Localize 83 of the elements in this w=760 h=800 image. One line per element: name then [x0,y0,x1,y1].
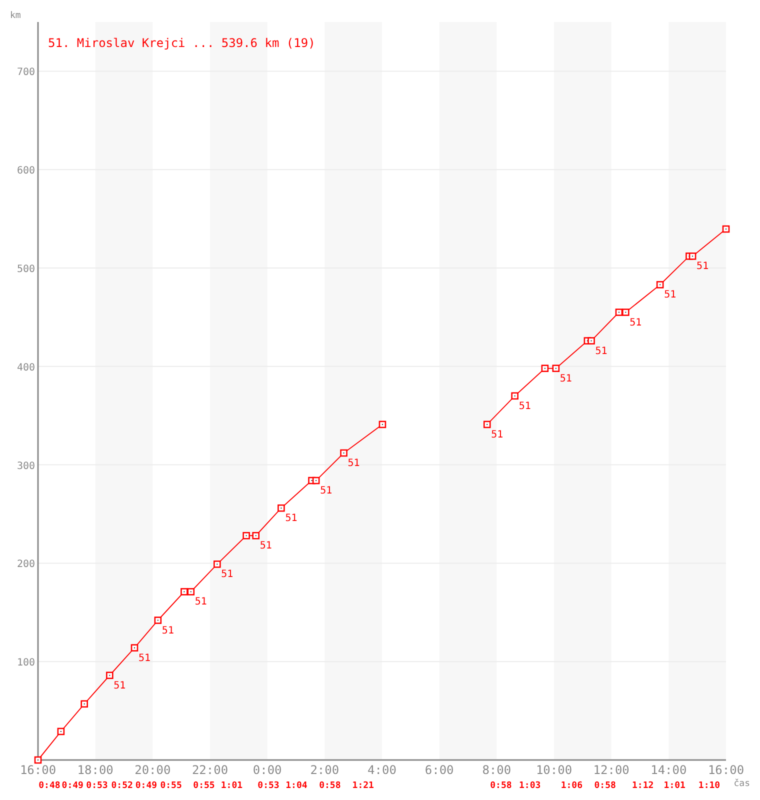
text: 0:53 [86,781,108,791]
x-tick-label: 0:00 [252,763,282,777]
x-tick-label: 18:00 [77,763,114,777]
y-tick-label: 600 [16,166,35,177]
x-tick-label: 8:00 [482,763,512,777]
text: 0:53 [258,781,280,791]
y-tick-label: 300 [16,460,35,472]
annotation: 51 [138,652,151,664]
point [312,476,320,484]
text: 1:03 [519,781,541,791]
text: 1:21 [352,781,374,791]
text: 51. Miroslav Krejci ... 539.6 km (19) [48,36,316,50]
annotation: 51 [518,400,531,412]
y-tick-label: 700 [16,67,35,78]
annotation: 51 [664,290,676,301]
point [57,728,65,736]
y-tick-label: 500 [16,264,35,275]
annotation: 51 [260,540,272,552]
annotation: 51 [320,486,332,497]
annotation: 51 [560,373,572,384]
text: 1:10 [698,781,720,791]
point [588,337,595,344]
x-tick-label: 16:00 [20,763,56,777]
text: 0:49 [62,781,84,791]
point [511,392,518,400]
text: 0:48 [38,781,60,791]
y-axis-title: km [10,11,21,21]
x-tick-label: 20:00 [134,763,171,777]
point [688,252,696,260]
text: 1:01 [220,781,243,791]
point [34,756,42,764]
x-tick-label: 10:00 [536,763,572,777]
point [656,281,664,288]
point [106,672,114,680]
x-tick-label: 6:00 [424,763,454,777]
text: 0:49 [135,781,158,791]
point [154,616,162,624]
point [622,308,630,316]
point [483,420,491,428]
point [214,560,221,568]
y-tick-label: 100 [16,658,35,669]
point [378,420,386,428]
annotation: 51 [491,429,504,440]
text: 1:01 [664,781,686,791]
point [615,308,623,316]
annotation: 51 [194,596,207,608]
point [278,504,285,512]
text: 1:12 [632,781,654,791]
x-tick-label: 16:00 [708,763,744,777]
text: 0:55 [193,781,215,791]
point [340,449,348,457]
text: 0:55 [160,781,182,791]
point [130,644,138,652]
y-tick-label: 400 [16,362,35,374]
x-tick-label: 14:00 [650,763,687,777]
x-tick-label: 12:00 [593,763,630,777]
y-tick-label: 200 [16,559,35,570]
annotation: 51 [114,680,126,692]
text: 0:58 [319,781,341,791]
text: 1:06 [560,781,583,791]
point [552,364,560,372]
x-axis-title: čas [734,778,750,789]
point [80,700,88,708]
annotation: 51 [348,458,360,469]
text: 0:52 [111,781,133,791]
point [187,588,195,596]
text: 1:04 [286,781,308,791]
point [180,588,188,596]
point [541,364,549,372]
point [242,532,250,540]
point [722,225,730,233]
annotation: 51 [630,317,642,328]
text: 0:58 [490,781,512,791]
annotation: 51 [696,261,709,272]
annotation: 51 [285,513,298,524]
annotation: 51 [595,346,608,357]
x-tick-label: 2:00 [310,763,340,777]
x-tick-label: 22:00 [192,763,228,777]
annotation: 51 [221,569,234,580]
text: 0:58 [594,781,616,791]
x-tick-label: 4:00 [368,763,396,777]
point [252,532,260,540]
annotation: 51 [162,625,174,636]
